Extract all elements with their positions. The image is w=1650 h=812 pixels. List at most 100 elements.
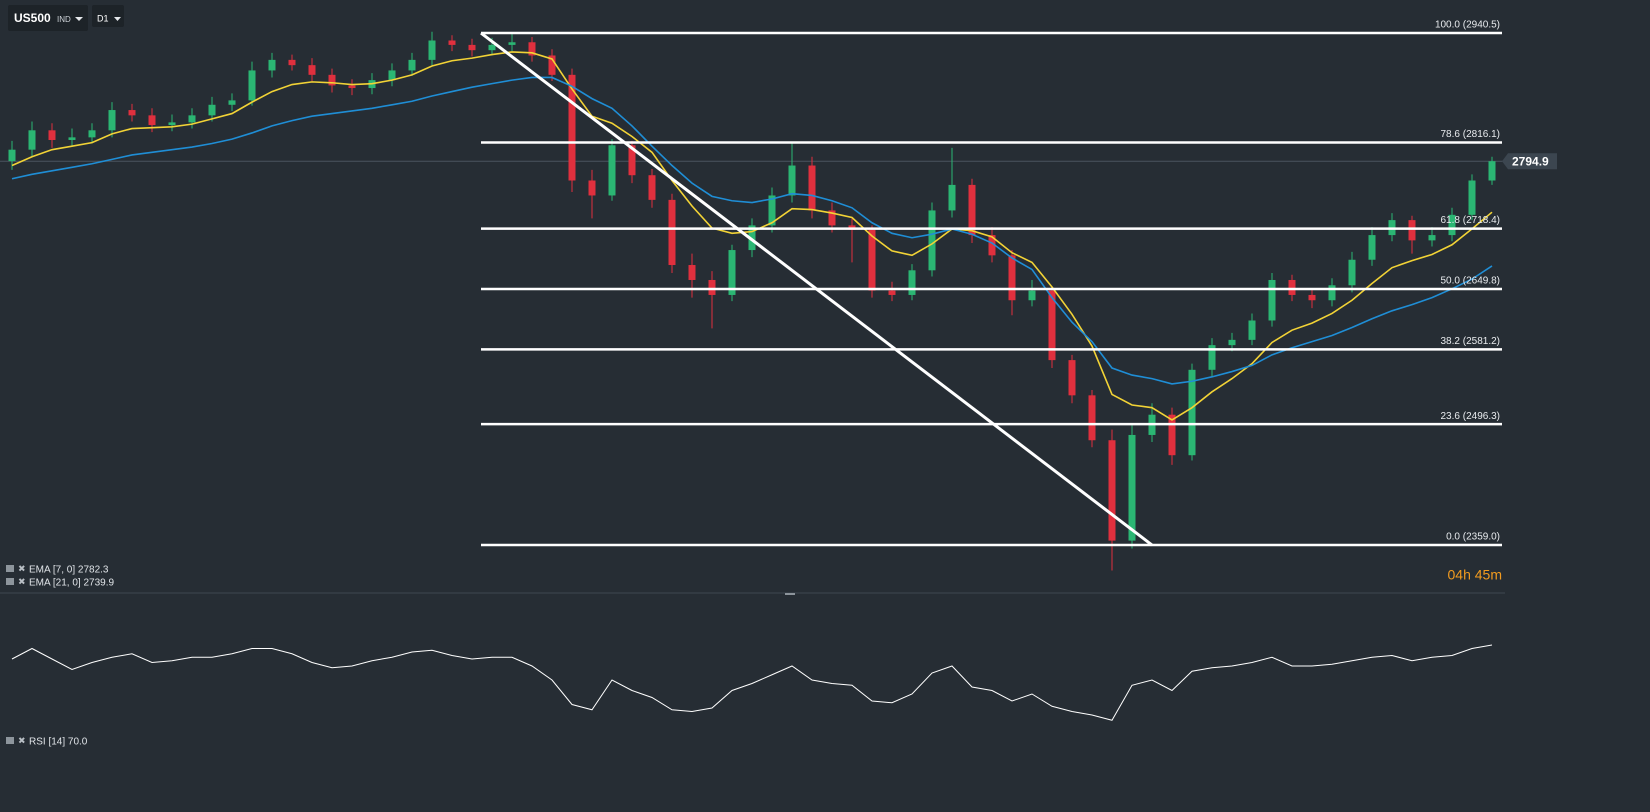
remove-icon[interactable]: ✖ xyxy=(18,563,26,573)
ema-legend: ✖ ✖ EMA [7, 0] 2782.3 EMA [21, 0] 2739.9 xyxy=(6,563,114,589)
candle-body xyxy=(108,110,116,131)
remove-icon[interactable]: ✖ xyxy=(18,576,26,586)
symbol-box[interactable] xyxy=(8,5,88,31)
candle-body xyxy=(1468,180,1476,215)
price-panel: 100.0 (2940.5) 78.6 (2816.1) 61.8 (2718.4)… xyxy=(0,20,1557,571)
candle-body xyxy=(808,165,816,211)
candle-body xyxy=(468,44,476,51)
candle-body xyxy=(328,74,336,86)
candle-body xyxy=(1108,440,1116,541)
legend-icon[interactable] xyxy=(6,578,14,585)
candle-body xyxy=(1048,290,1056,361)
candle-body xyxy=(1168,414,1176,456)
candle-body xyxy=(688,265,696,280)
candle-body xyxy=(48,130,56,140)
ema-line xyxy=(11,51,1493,421)
candle-body xyxy=(628,145,636,176)
candle-body xyxy=(888,290,896,295)
candle-body xyxy=(1408,220,1416,241)
candle-body xyxy=(268,59,276,71)
candle-body xyxy=(908,270,916,295)
market[interactable]: IND xyxy=(57,15,71,24)
candle-body xyxy=(748,225,756,251)
candle-body xyxy=(508,42,516,45)
candle-body xyxy=(8,149,16,162)
candle-body xyxy=(1248,320,1256,340)
candle-body xyxy=(968,184,976,236)
rsi-line xyxy=(11,644,1493,721)
fib-label: 100.0 (2940.5) xyxy=(1435,20,1500,31)
dropdown-arrow[interactable] xyxy=(75,17,83,21)
candle-body xyxy=(1488,161,1496,181)
candle-body xyxy=(1228,339,1236,346)
candle-body xyxy=(408,59,416,71)
candle-body xyxy=(948,184,956,211)
countdown-timer: 04h 45m xyxy=(1448,567,1502,583)
fib-label: 61.8 (2718.4) xyxy=(1441,215,1501,226)
candle-body xyxy=(228,100,236,105)
candle-body xyxy=(768,195,776,226)
candle-body xyxy=(388,70,396,81)
candle-body xyxy=(1008,255,1016,301)
timeframe[interactable]: D1 xyxy=(97,13,109,23)
last-price: 2794.9 xyxy=(1512,154,1549,168)
candle-body xyxy=(1368,235,1376,260)
candle-body xyxy=(1128,434,1136,541)
candle-body xyxy=(308,65,316,75)
rsi-label: RSI [14] 70.0 xyxy=(29,737,88,748)
timeframe-selector[interactable]: D1 xyxy=(92,5,124,27)
candle-body xyxy=(548,55,556,75)
candle-body xyxy=(828,210,836,226)
fib-label: 78.6 (2816.1) xyxy=(1441,129,1501,140)
rsi-panel xyxy=(11,644,1493,721)
candle-body xyxy=(428,40,436,60)
candle-body xyxy=(528,42,536,56)
candle-body xyxy=(1088,395,1096,441)
candle-body xyxy=(648,175,656,200)
candle-body xyxy=(1068,360,1076,396)
ema-7-label: EMA [7, 0] 2782.3 xyxy=(29,565,109,576)
timeframe-box[interactable] xyxy=(92,5,124,27)
candle-body xyxy=(568,74,576,181)
ema-line xyxy=(11,76,1493,385)
dropdown-arrow[interactable] xyxy=(114,17,121,21)
candle-body xyxy=(668,199,676,266)
candle-body xyxy=(188,115,196,123)
candle-body xyxy=(148,115,156,126)
candle-body xyxy=(448,40,456,45)
ema-21-label: EMA [21, 0] 2739.9 xyxy=(29,578,114,589)
candle-body xyxy=(1428,235,1436,241)
candle-body xyxy=(988,235,996,256)
candle-body xyxy=(928,210,936,271)
candle-body xyxy=(128,110,136,116)
symbol[interactable]: US500 xyxy=(14,11,51,25)
candle-body xyxy=(1288,279,1296,295)
fib-label: 0.0 (2359.0) xyxy=(1446,532,1500,543)
remove-icon[interactable]: ✖ xyxy=(18,735,26,745)
candle-body xyxy=(608,145,616,196)
candle-body xyxy=(248,70,256,101)
trend-line xyxy=(480,31,1153,547)
candle-body xyxy=(348,85,356,89)
legend-icon[interactable] xyxy=(6,565,14,572)
candle-body xyxy=(168,122,176,126)
candle-body xyxy=(1348,259,1356,286)
candle-body xyxy=(28,130,36,150)
candle-body xyxy=(1328,285,1336,301)
candle-body xyxy=(208,104,216,116)
candle-body xyxy=(1028,290,1036,301)
candle-body xyxy=(488,44,496,51)
fib-label: 38.2 (2581.2) xyxy=(1441,336,1501,347)
fib-label: 50.0 (2649.8) xyxy=(1441,276,1501,287)
rsi-legend: ✖ RSI [14] 70.0 xyxy=(6,735,88,748)
candle-body xyxy=(788,165,796,196)
candle-body xyxy=(1268,279,1276,321)
candle-body xyxy=(1448,214,1456,236)
legend-icon[interactable] xyxy=(6,737,14,744)
fib-label: 23.6 (2496.3) xyxy=(1441,411,1501,422)
candle-body xyxy=(288,59,296,66)
candle-body xyxy=(708,279,716,295)
symbol-selector[interactable]: US500 IND xyxy=(8,5,88,31)
